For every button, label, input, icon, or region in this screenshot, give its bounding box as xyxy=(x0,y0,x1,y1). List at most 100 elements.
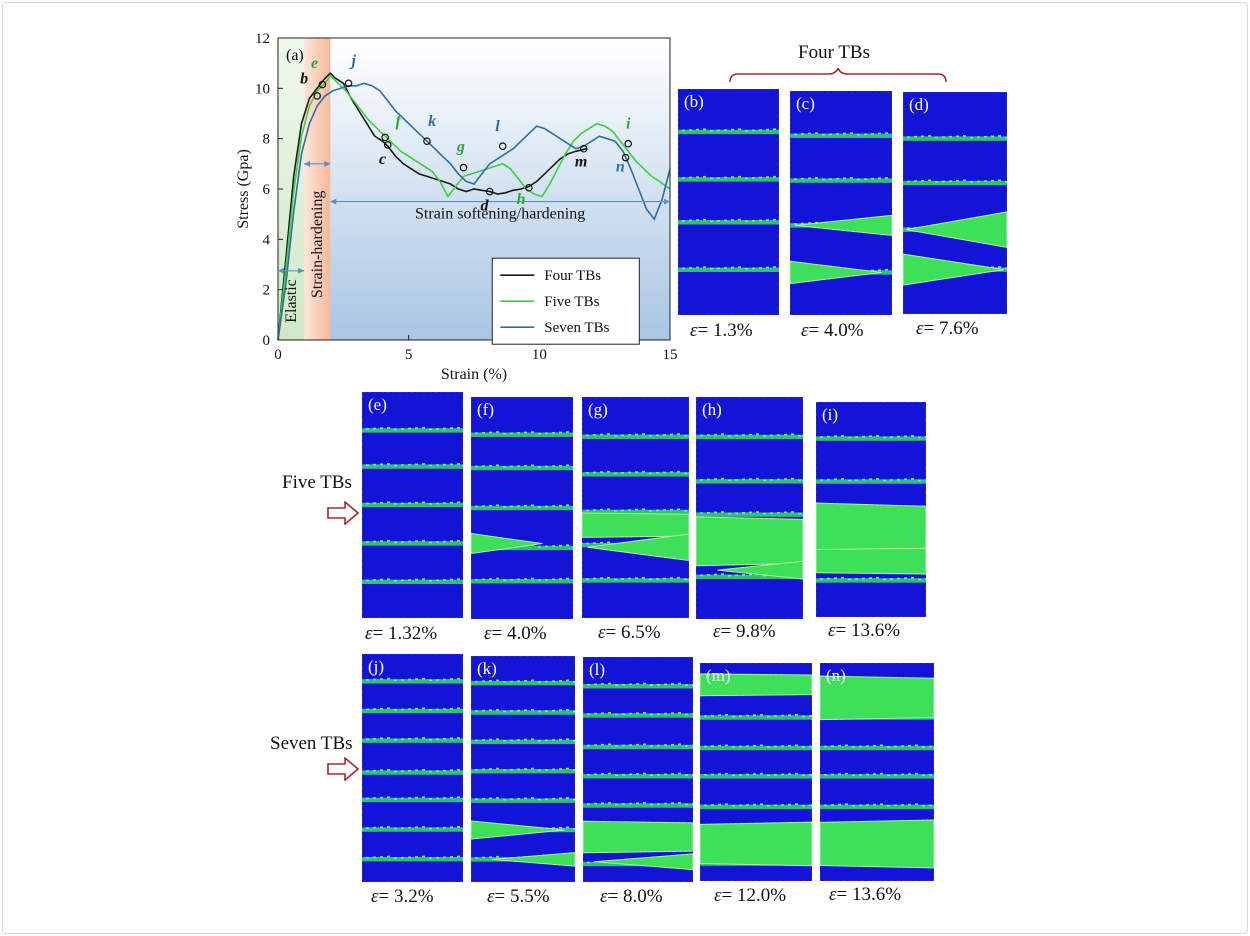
twin-boundary-atom xyxy=(725,772,728,775)
twin-boundary-atom xyxy=(885,268,888,271)
twin-boundary-atom xyxy=(732,715,735,718)
twin-boundary-atom xyxy=(436,579,439,582)
twin-boundary-atom xyxy=(739,715,742,717)
twin-boundary-7 xyxy=(362,857,463,862)
twin-boundary-5 xyxy=(583,803,693,808)
twin-boundary-atom xyxy=(696,128,699,131)
twin-boundary-atom xyxy=(643,712,646,714)
twin-boundary-atom xyxy=(885,177,888,179)
panel-h-label: (h) xyxy=(702,400,722,419)
twin-boundary-atom xyxy=(552,797,555,800)
twin-boundary-atom xyxy=(482,709,485,712)
deformation-twin-texture xyxy=(795,215,892,236)
marker-e xyxy=(318,80,327,89)
twin-boundary-atom xyxy=(621,472,624,474)
twin-boundary-atom xyxy=(908,803,911,806)
twin-boundary-atom xyxy=(628,471,631,474)
twin-boundary-atom xyxy=(685,774,688,776)
twin-boundary-atom xyxy=(894,804,897,807)
twin-boundary-atom xyxy=(760,803,763,805)
twin-boundary-atom xyxy=(394,579,397,582)
twin-boundary-atom xyxy=(901,745,904,747)
twin-boundary-atom xyxy=(607,541,610,544)
twin-boundary-atom xyxy=(614,472,617,475)
twin-boundary-atom xyxy=(852,774,855,777)
epsilon-symbol: ε xyxy=(713,621,721,642)
epsilon-symbol: ε xyxy=(801,320,809,341)
twin-boundary-atom xyxy=(657,803,660,805)
twin-boundary-atom xyxy=(517,505,520,507)
twin-boundary-atom xyxy=(745,267,748,270)
twin-boundary-atom xyxy=(429,428,432,431)
twin-boundary-atom xyxy=(443,856,446,859)
twin-boundary-atom xyxy=(380,463,383,466)
y-tick-label: 2 xyxy=(263,283,271,299)
twin-boundary-atom xyxy=(685,684,688,686)
twin-boundary-atom xyxy=(735,434,738,437)
twin-boundary-atom xyxy=(496,431,499,433)
twin-boundary-atom xyxy=(607,470,610,473)
twin-boundary-atom xyxy=(838,773,841,775)
twin-boundary-atom xyxy=(457,578,460,580)
twin-boundary-atom xyxy=(696,266,699,269)
twin-boundary-3 xyxy=(471,505,573,511)
twin-boundary-atom xyxy=(820,479,823,481)
twin-boundary-atom xyxy=(450,769,453,772)
deformation-twin-texture xyxy=(471,533,543,554)
twin-boundary-atom xyxy=(703,128,706,131)
twin-boundary-atom xyxy=(781,714,784,717)
twin-boundary-atom xyxy=(773,128,776,131)
twin-boundary-atom xyxy=(977,136,980,138)
twin-boundary-3 xyxy=(362,502,463,508)
panel-c-label: (c) xyxy=(796,94,815,113)
twin-boundary-atom xyxy=(770,512,773,514)
twin-boundary-atom xyxy=(845,803,848,805)
twin-boundary-atom xyxy=(436,464,439,466)
twin-boundary-atom xyxy=(921,135,924,138)
twin-boundary-atom xyxy=(857,133,860,136)
twin-boundary-atom xyxy=(457,463,460,465)
twin-boundary-atom xyxy=(387,463,390,465)
twin-boundary-atom xyxy=(531,577,534,580)
four-tbs-title: Four TBs xyxy=(798,42,870,63)
twin-boundary-atom xyxy=(366,738,369,740)
twin-boundary-atom xyxy=(531,464,534,467)
twin-boundary-atom xyxy=(635,508,638,511)
twin-boundary-atom xyxy=(593,471,596,474)
twin-boundary-atom xyxy=(538,798,541,801)
twin-boundary-atom xyxy=(482,505,485,507)
twin-boundary-atom xyxy=(517,709,520,712)
deformation-twin-texture xyxy=(491,852,575,867)
twin-boundary-atom xyxy=(443,797,446,799)
twin-boundary-atom xyxy=(450,501,453,504)
marker-label-d: d xyxy=(480,197,489,214)
twin-boundary-atom xyxy=(517,578,520,581)
y-tick-label: 12 xyxy=(255,31,270,47)
twin-boundary-atom xyxy=(731,128,734,131)
twin-boundary-atom xyxy=(791,511,794,513)
twin-boundary-atom xyxy=(394,428,397,431)
twin-boundary-atom xyxy=(756,477,759,480)
epsilon-symbol: ε xyxy=(598,622,606,643)
legend-label-five: Five TBs xyxy=(544,294,599,310)
panel-n-label: (n) xyxy=(826,666,846,685)
twin-boundary-atom xyxy=(742,434,745,436)
twin-boundary-atom xyxy=(822,178,825,181)
twin-boundary-4 xyxy=(471,769,575,774)
snapshot-background xyxy=(696,397,803,619)
twin-boundary-atom xyxy=(566,767,569,770)
deformation-twin-texture xyxy=(903,253,1004,286)
twin-boundary-atom xyxy=(984,135,987,138)
twin-boundary-atom xyxy=(717,177,720,179)
twin-boundary-atom xyxy=(848,479,851,482)
twin-boundary-atom xyxy=(670,577,673,579)
twin-boundary-atom xyxy=(566,577,569,580)
twin-boundary-1 xyxy=(903,136,1007,141)
twin-boundary-atom xyxy=(774,715,777,717)
twin-boundary-5 xyxy=(696,574,803,580)
twin-boundary-atom xyxy=(517,465,520,467)
twin-boundary-atom xyxy=(724,267,727,269)
twin-boundary-atom xyxy=(788,744,791,747)
twin-boundary-atom xyxy=(752,129,755,132)
